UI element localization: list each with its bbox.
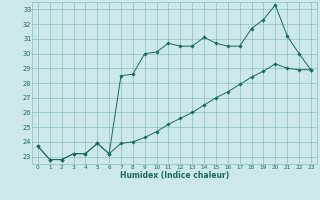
X-axis label: Humidex (Indice chaleur): Humidex (Indice chaleur) — [120, 171, 229, 180]
